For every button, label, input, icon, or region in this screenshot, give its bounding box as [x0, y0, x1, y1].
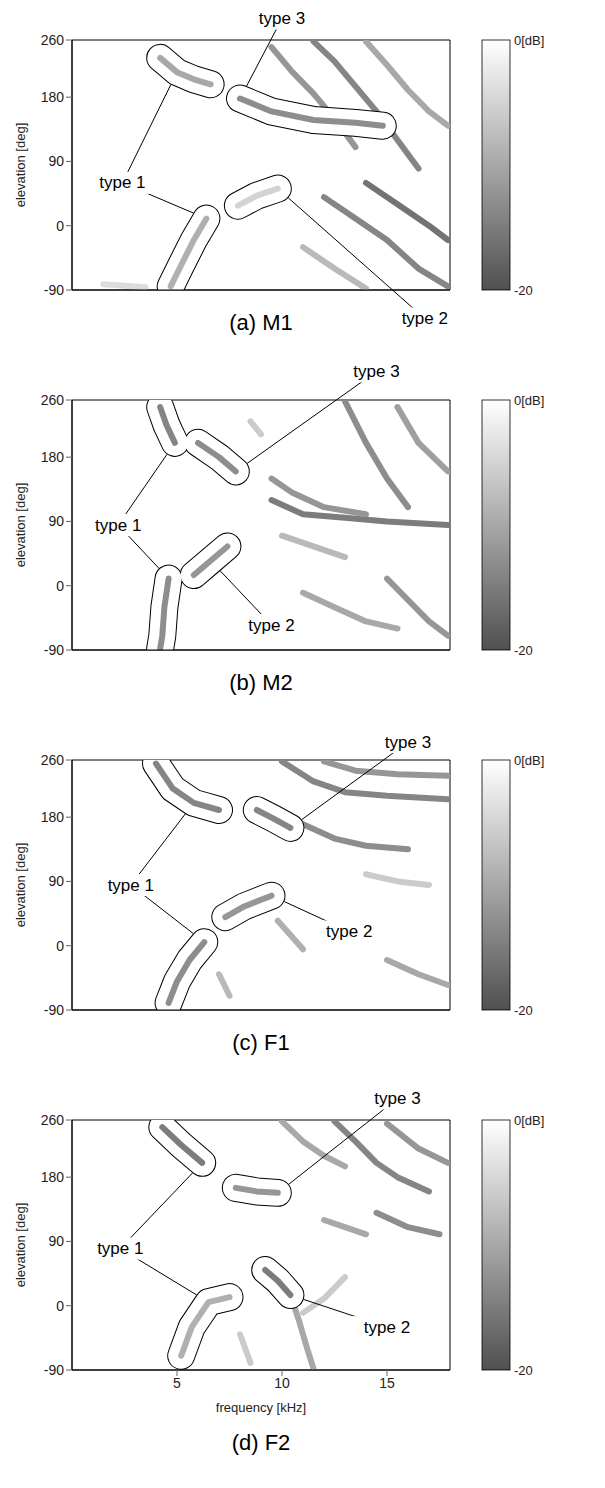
svg-text:-20: -20	[514, 1003, 533, 1018]
svg-text:5: 5	[173, 1375, 181, 1391]
svg-text:90: 90	[48, 1233, 64, 1249]
svg-text:elevation [deg]: elevation [deg]	[13, 843, 28, 928]
svg-text:type 3: type 3	[385, 733, 431, 752]
svg-text:frequency [kHz]: frequency [kHz]	[216, 1400, 306, 1415]
svg-text:260: 260	[41, 1112, 65, 1128]
svg-text:260: 260	[41, 752, 65, 768]
svg-text:0: 0	[56, 578, 64, 594]
html-text:(b) M2: (b) M2	[229, 670, 293, 695]
svg-text:260: 260	[41, 392, 65, 408]
svg-text:type 2: type 2	[364, 1318, 410, 1337]
svg-text:type 3: type 3	[353, 362, 399, 381]
svg-text:type 2: type 2	[402, 309, 448, 328]
svg-text:-20: -20	[514, 1363, 533, 1378]
svg-text:180: 180	[41, 1169, 65, 1185]
svg-text:15: 15	[379, 1375, 395, 1391]
svg-text:type 3: type 3	[374, 1089, 420, 1108]
svg-text:type 2: type 2	[326, 922, 372, 941]
svg-text:-20: -20	[514, 643, 533, 658]
svg-text:260: 260	[41, 32, 65, 48]
svg-text:-90: -90	[44, 642, 64, 658]
svg-text:90: 90	[48, 873, 64, 889]
html-text:(d) F2: (d) F2	[231, 1430, 291, 1455]
svg-text:0: 0	[56, 1298, 64, 1314]
svg-text:type 1: type 1	[97, 1239, 143, 1258]
svg-text:type 1: type 1	[99, 173, 145, 192]
svg-text:-20: -20	[514, 283, 533, 298]
svg-text:type 1: type 1	[108, 876, 154, 895]
svg-text:elevation [deg]: elevation [deg]	[13, 1203, 28, 1288]
svg-text:type 2: type 2	[248, 616, 294, 635]
svg-text:0[dB]: 0[dB]	[514, 753, 544, 768]
svg-text:type 3: type 3	[259, 9, 305, 28]
svg-text:-90: -90	[44, 282, 64, 298]
svg-text:90: 90	[48, 153, 64, 169]
svg-text:90: 90	[48, 513, 64, 529]
svg-text:0: 0	[56, 938, 64, 954]
svg-text:0[dB]: 0[dB]	[514, 33, 544, 48]
svg-text:type 1: type 1	[95, 516, 141, 535]
svg-text:elevation [deg]: elevation [deg]	[13, 123, 28, 208]
svg-text:180: 180	[41, 449, 65, 465]
svg-text:-90: -90	[44, 1362, 64, 1378]
html-text:(a) M1: (a) M1	[229, 310, 293, 335]
svg-text:10: 10	[274, 1375, 290, 1391]
svg-text:elevation [deg]: elevation [deg]	[13, 483, 28, 568]
svg-text:0[dB]: 0[dB]	[514, 393, 544, 408]
svg-text:0[dB]: 0[dB]	[514, 1113, 544, 1128]
svg-text:-90: -90	[44, 1002, 64, 1018]
svg-text:180: 180	[41, 89, 65, 105]
svg-text:0: 0	[56, 218, 64, 234]
svg-text:180: 180	[41, 809, 65, 825]
html-text:(c) F1: (c) F1	[232, 1030, 290, 1055]
